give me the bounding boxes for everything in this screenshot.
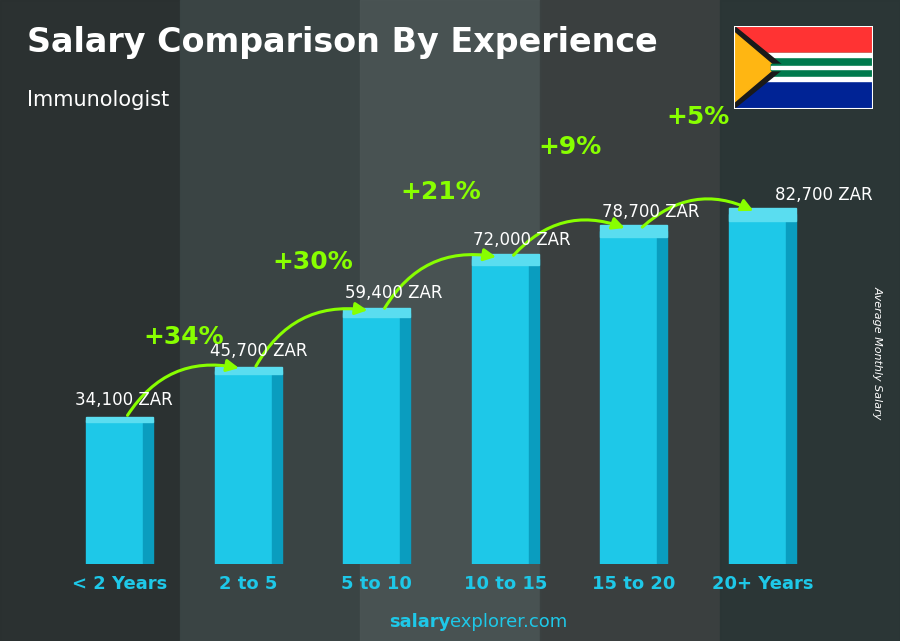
Text: +21%: +21% xyxy=(400,179,482,204)
Bar xyxy=(600,225,667,237)
Bar xyxy=(472,260,528,564)
FancyArrowPatch shape xyxy=(643,199,751,227)
Bar xyxy=(786,214,796,564)
Text: +30%: +30% xyxy=(272,250,353,274)
Bar xyxy=(657,231,667,564)
Text: 45,700 ZAR: 45,700 ZAR xyxy=(210,342,307,360)
Bar xyxy=(734,53,873,81)
Bar xyxy=(215,367,282,374)
Bar xyxy=(86,420,143,564)
Text: 34,100 ZAR: 34,100 ZAR xyxy=(75,391,172,409)
FancyArrowPatch shape xyxy=(384,250,493,308)
Text: +5%: +5% xyxy=(667,105,730,129)
Bar xyxy=(734,53,873,57)
Text: 82,700 ZAR: 82,700 ZAR xyxy=(775,186,873,204)
Bar xyxy=(770,64,873,71)
FancyArrowPatch shape xyxy=(256,304,364,366)
Bar xyxy=(343,308,410,317)
Text: 78,700 ZAR: 78,700 ZAR xyxy=(602,203,699,221)
Bar xyxy=(528,260,539,564)
Bar xyxy=(734,78,873,81)
Bar xyxy=(400,313,410,564)
Bar xyxy=(272,370,282,564)
Bar xyxy=(734,26,873,53)
Bar xyxy=(143,420,153,564)
Polygon shape xyxy=(734,32,776,103)
Bar xyxy=(729,214,786,564)
Bar xyxy=(343,313,400,564)
Text: 59,400 ZAR: 59,400 ZAR xyxy=(345,284,442,302)
Bar xyxy=(86,417,153,422)
Text: explorer.com: explorer.com xyxy=(450,613,567,631)
Bar xyxy=(729,208,796,221)
Text: Average Monthly Salary: Average Monthly Salary xyxy=(872,286,883,419)
Text: 72,000 ZAR: 72,000 ZAR xyxy=(473,231,571,249)
Text: Salary Comparison By Experience: Salary Comparison By Experience xyxy=(27,26,658,58)
Text: salary: salary xyxy=(389,613,450,631)
FancyArrowPatch shape xyxy=(514,219,622,255)
FancyArrowPatch shape xyxy=(128,361,236,415)
Bar xyxy=(600,231,657,564)
Bar xyxy=(734,81,873,109)
Bar xyxy=(215,370,272,564)
Bar xyxy=(770,65,873,69)
Text: +34%: +34% xyxy=(143,325,224,349)
Bar xyxy=(770,64,873,71)
Polygon shape xyxy=(734,26,785,109)
Bar xyxy=(472,254,539,265)
Text: +9%: +9% xyxy=(538,135,601,158)
Text: Immunologist: Immunologist xyxy=(27,90,169,110)
